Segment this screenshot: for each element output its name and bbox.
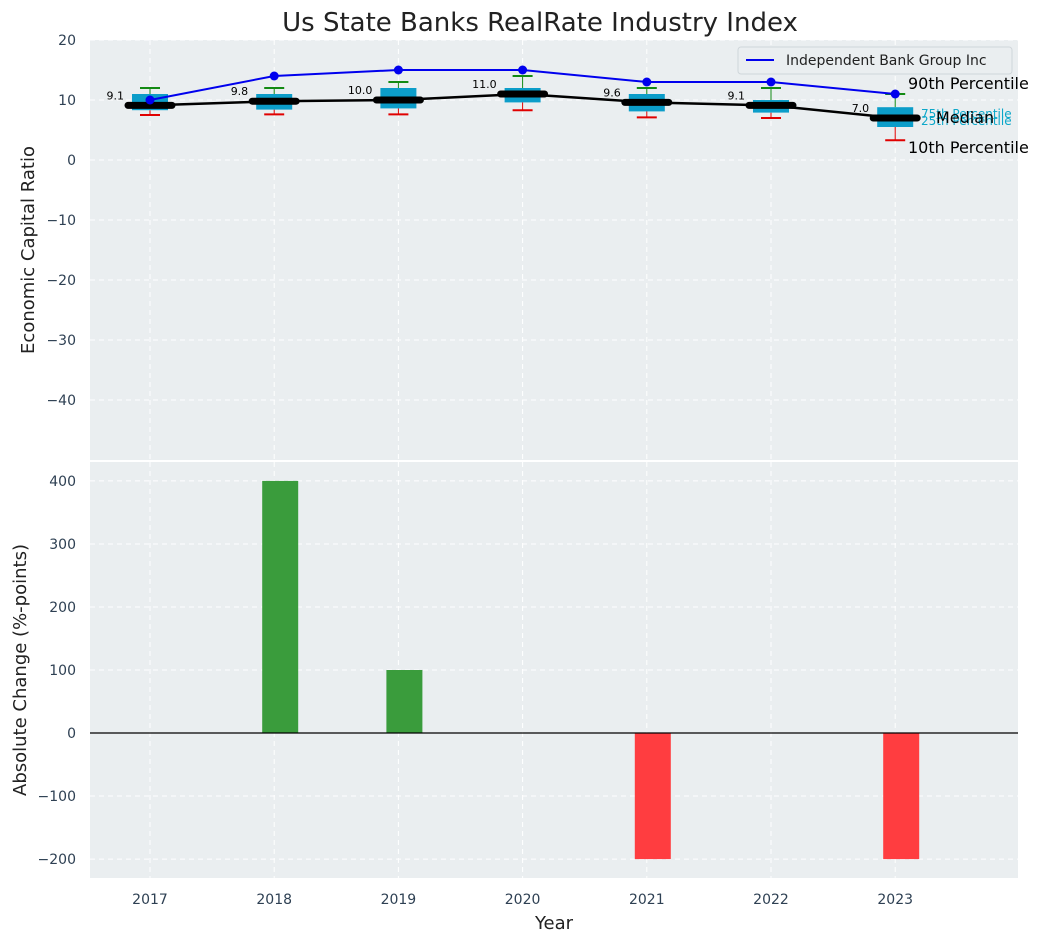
median-series: 9.1 9.8 10.0 11.0 9.6 9.1 7.0 [107, 78, 921, 122]
median-value-label: 11.0 [472, 78, 497, 91]
company-point [393, 65, 403, 75]
bottom-y-tick-label: −200 [38, 852, 76, 868]
x-tick-label: 2020 [505, 892, 541, 908]
change-bar [883, 733, 920, 860]
top-y-tick-label: −30 [46, 333, 76, 349]
bottom-y-tick-label: 0 [67, 726, 76, 742]
top-y-axis: 20 10 0 −10 −20 −30 −40 [46, 33, 76, 409]
median-value-label: 9.1 [728, 89, 746, 102]
company-point [766, 77, 776, 87]
company-point [642, 77, 652, 87]
median-value-label: 9.8 [231, 85, 249, 98]
annotation-p25: 25th Percentile [921, 114, 1012, 128]
bottom-y-tick-label: 400 [49, 474, 76, 490]
median-value-label: 7.0 [852, 102, 870, 115]
bottom-y-tick-label: 100 [49, 663, 76, 679]
legend-box [737, 46, 1013, 75]
x-tick-label: 2018 [256, 892, 292, 908]
annotation-p75: 75th Percentile [921, 107, 1012, 121]
bottom-y-tick-label: 300 [49, 537, 76, 553]
legend: Independent Bank Group Inc [737, 46, 1013, 75]
median-value-label: 10.0 [348, 84, 373, 97]
change-bars [262, 480, 920, 860]
bottom-y-tick-label: 200 [49, 600, 76, 616]
company-series [145, 65, 900, 105]
top-grid [90, 39, 1018, 460]
x-tick-label: 2021 [629, 892, 665, 908]
x-axis-label: Year [534, 913, 574, 934]
x-tick-label: 2022 [753, 892, 789, 908]
annotation-p10: 10th Percentile [908, 138, 1029, 157]
top-y-tick-label: −20 [46, 273, 76, 289]
company-point [145, 95, 155, 105]
change-bar [634, 733, 671, 860]
company-point [269, 71, 279, 81]
top-y-axis-label: Economic Capital Ratio [18, 146, 39, 354]
change-bar [386, 670, 423, 734]
median-value-label: 9.1 [107, 89, 125, 102]
x-tick-label: 2017 [132, 892, 168, 908]
top-y-tick-label: 20 [58, 33, 76, 49]
percentile-annotations: 90th Percentile 75th Percentile 25th Per… [908, 74, 1029, 157]
top-y-tick-label: 0 [67, 153, 76, 169]
x-axis: 2017 2018 2019 2020 2021 2022 2023 [132, 892, 913, 908]
median-value-label: 9.6 [603, 86, 621, 99]
bottom-y-axis-label: Absolute Change (%-points) [10, 544, 31, 796]
company-point [518, 65, 528, 75]
x-tick-label: 2019 [381, 892, 417, 908]
x-tick-label: 2023 [877, 892, 913, 908]
bottom-y-tick-label: −100 [38, 789, 76, 805]
change-bar [262, 480, 299, 734]
annotation-median: Median [936, 108, 994, 127]
annotation-p90: 90th Percentile [908, 74, 1029, 93]
company-point [890, 89, 900, 99]
top-y-tick-label: −10 [46, 213, 76, 229]
top-y-tick-label: −40 [46, 393, 76, 409]
chart-title: Us State Banks RealRate Industry Index [282, 8, 798, 38]
bottom-y-axis: 400 300 200 100 0 −100 −200 [38, 474, 76, 868]
top-y-tick-label: 10 [58, 93, 76, 109]
top-plot-area [90, 40, 1018, 460]
legend-entry-company: Independent Bank Group Inc [786, 53, 987, 69]
